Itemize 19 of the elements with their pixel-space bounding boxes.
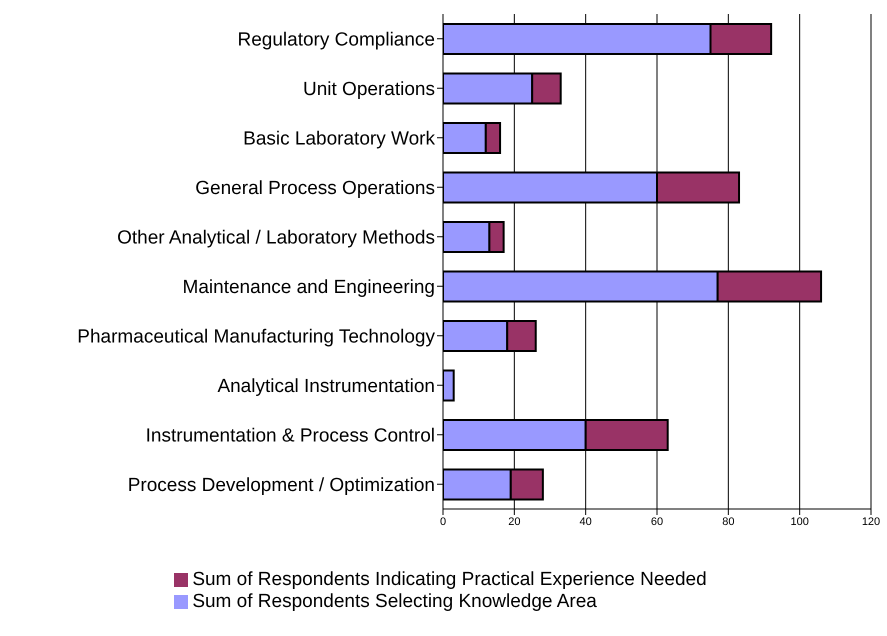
y-tick-label: Process Development / Optimization	[128, 474, 435, 496]
x-tick-label: 120	[862, 516, 880, 528]
x-tick-label: 100	[790, 516, 809, 528]
y-tick-label: Instrumentation & Process Control	[146, 425, 435, 446]
x-tick-label: 40	[580, 516, 592, 528]
x-tick-label: 60	[650, 516, 664, 528]
x-tick-label: 80	[722, 516, 734, 528]
y-tick-label: Analytical Instrumentation	[217, 376, 435, 397]
x-tick-label: 20	[508, 516, 520, 528]
y-tick-label: General Process Operations	[195, 178, 435, 199]
y-tick-label: Pharmaceutical Manufacturing Technology	[77, 326, 436, 348]
y-tick-label: Regulatory Compliance	[238, 29, 435, 50]
y-tick-label: Maintenance and Engineering	[182, 276, 435, 298]
legend-label: Sum of Respondents Selecting Knowledge Area	[192, 591, 597, 612]
y-tick-label: Unit Operations	[302, 78, 435, 100]
y-tick-label: Other Analytical / Laboratory Methods	[117, 227, 435, 248]
y-tick-label: Basic Laboratory Work	[243, 128, 436, 150]
legend-label: Sum of Respondents Indicating Practical Experience Needed	[192, 569, 707, 590]
x-tick-label: 0	[440, 516, 446, 528]
